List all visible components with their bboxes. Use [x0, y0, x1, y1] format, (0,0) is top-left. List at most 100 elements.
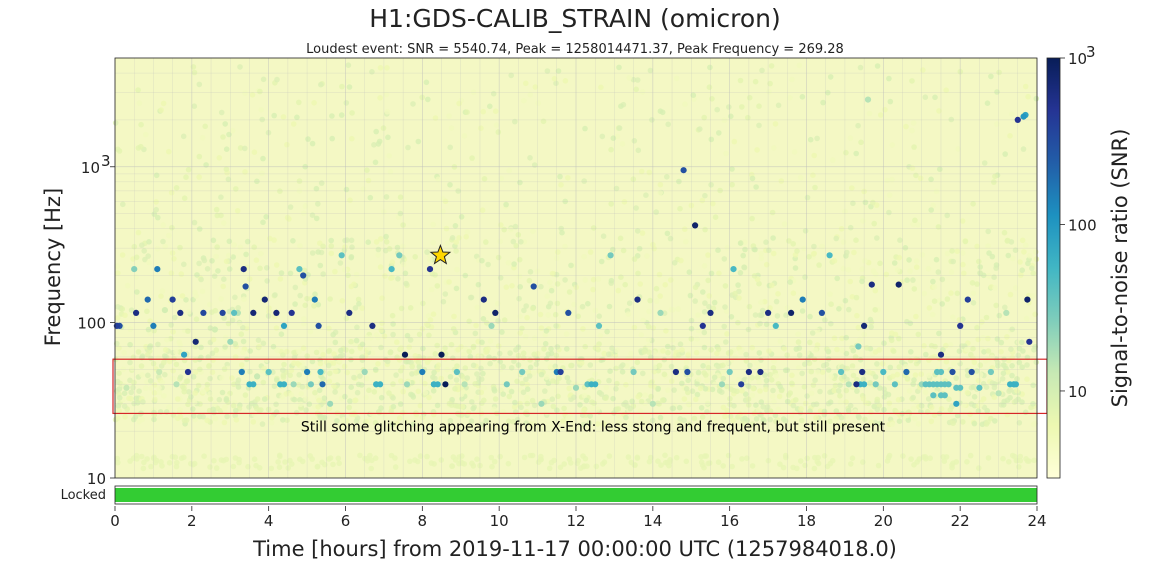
background-trigger	[517, 284, 523, 290]
trigger-point	[672, 368, 680, 376]
background-trigger	[1015, 352, 1022, 359]
background-trigger	[206, 301, 213, 308]
trigger-point	[757, 368, 764, 376]
background-trigger	[342, 244, 348, 250]
background-trigger	[315, 301, 322, 308]
trigger-point	[941, 392, 948, 399]
background-trigger	[940, 346, 946, 353]
trigger-point	[211, 326, 218, 333]
background-trigger	[356, 301, 362, 307]
background-trigger	[867, 316, 874, 323]
background-trigger	[470, 344, 477, 351]
background-trigger	[1009, 452, 1016, 459]
trigger-point	[1024, 296, 1031, 303]
background-trigger	[827, 74, 834, 80]
background-trigger	[501, 226, 508, 233]
background-trigger	[399, 364, 406, 371]
background-trigger	[701, 309, 708, 315]
trigger-point	[238, 368, 245, 376]
background-trigger	[280, 367, 286, 374]
background-trigger	[773, 373, 780, 379]
background-trigger	[695, 369, 702, 376]
background-trigger	[947, 407, 954, 413]
background-trigger	[173, 185, 180, 191]
background-trigger	[161, 393, 167, 399]
background-trigger	[530, 305, 536, 312]
background-trigger	[628, 421, 635, 428]
background-trigger	[243, 251, 249, 258]
background-trigger	[193, 316, 200, 323]
background-trigger	[479, 339, 485, 346]
background-trigger	[196, 81, 203, 88]
background-trigger	[253, 257, 260, 264]
background-trigger	[686, 269, 693, 276]
background-trigger	[209, 258, 215, 264]
background-trigger	[251, 456, 258, 463]
background-trigger	[345, 272, 351, 279]
background-trigger	[609, 345, 615, 352]
background-trigger	[505, 460, 512, 467]
background-trigger	[906, 257, 912, 263]
background-trigger	[853, 237, 859, 243]
background-trigger	[283, 391, 289, 397]
state-segment-locked	[115, 488, 1037, 502]
background-trigger	[985, 348, 992, 354]
background-trigger	[427, 317, 434, 323]
background-trigger	[139, 416, 145, 423]
trigger-point	[461, 381, 468, 388]
trigger-point	[855, 343, 862, 350]
background-trigger	[832, 418, 838, 424]
background-trigger	[729, 181, 735, 188]
background-trigger	[626, 300, 633, 307]
background-trigger	[883, 271, 890, 278]
background-trigger	[348, 338, 354, 345]
trigger-point	[242, 283, 249, 290]
trigger-point	[1020, 113, 1027, 120]
background-trigger	[453, 285, 460, 292]
background-trigger	[737, 411, 743, 418]
background-trigger	[128, 307, 135, 314]
background-trigger	[330, 331, 337, 338]
background-trigger	[881, 406, 887, 413]
background-trigger	[500, 391, 507, 398]
background-trigger	[172, 454, 179, 461]
background-trigger	[329, 135, 336, 142]
background-trigger	[1017, 453, 1024, 460]
background-trigger	[886, 405, 893, 412]
background-trigger	[523, 303, 529, 309]
background-trigger	[549, 396, 556, 403]
background-trigger	[386, 390, 392, 396]
background-trigger	[714, 106, 720, 113]
background-trigger	[551, 75, 558, 82]
background-trigger	[716, 270, 722, 277]
background-trigger	[450, 355, 456, 362]
background-trigger	[581, 407, 587, 414]
background-trigger	[855, 122, 861, 129]
background-trigger	[753, 416, 760, 422]
background-trigger	[638, 332, 645, 338]
background-trigger	[988, 73, 994, 80]
background-trigger	[1007, 394, 1013, 401]
background-trigger	[384, 65, 390, 71]
background-trigger	[1017, 259, 1023, 265]
background-trigger	[620, 247, 627, 254]
y-tick-label: 10	[81, 159, 100, 177]
background-trigger	[397, 194, 404, 200]
background-trigger	[930, 278, 936, 285]
background-trigger	[601, 421, 607, 428]
background-trigger	[860, 218, 866, 224]
background-trigger	[904, 412, 910, 419]
background-trigger	[653, 209, 659, 215]
background-trigger	[554, 300, 561, 307]
trigger-point	[438, 351, 445, 358]
background-trigger	[763, 377, 770, 384]
background-trigger	[749, 344, 755, 351]
trigger-point	[538, 400, 545, 407]
background-trigger	[964, 459, 970, 465]
background-trigger	[638, 415, 644, 422]
background-trigger	[521, 97, 527, 104]
background-trigger	[751, 273, 758, 279]
trigger-point	[519, 368, 526, 376]
background-trigger	[375, 141, 382, 147]
background-trigger	[237, 64, 243, 70]
